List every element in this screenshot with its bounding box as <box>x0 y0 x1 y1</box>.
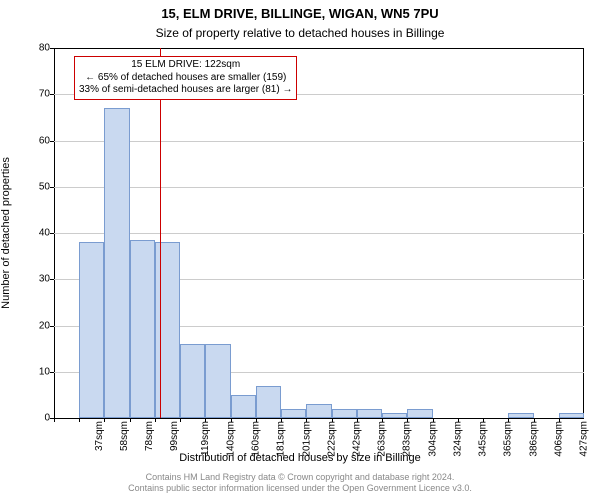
y-tick-mark <box>50 326 54 327</box>
histogram-bar <box>180 344 205 418</box>
y-tick-label: 70 <box>10 89 50 100</box>
x-tick-mark <box>130 418 131 422</box>
x-axis-label: Distribution of detached houses by size … <box>0 452 600 464</box>
annotation-line-1: 15 ELM DRIVE: 122sqm <box>79 59 292 72</box>
x-tick-mark <box>433 418 434 422</box>
histogram-bar <box>79 242 104 418</box>
histogram-bar <box>407 409 432 418</box>
gridline <box>54 187 584 188</box>
histogram-bar <box>281 409 306 418</box>
x-tick-label: 78sqm <box>144 421 155 451</box>
histogram-bar <box>332 409 357 418</box>
histogram-bar <box>559 413 584 418</box>
x-tick-label: 119sqm <box>199 421 210 456</box>
chart-subtitle: Size of property relative to detached ho… <box>0 26 600 40</box>
x-tick-mark <box>332 418 333 422</box>
x-tick-mark <box>306 418 307 422</box>
histogram-bar <box>155 242 180 418</box>
x-tick-mark <box>281 418 282 422</box>
histogram-bar <box>104 108 129 418</box>
histogram-bar <box>205 344 230 418</box>
x-tick-mark <box>231 418 232 422</box>
y-tick-label: 40 <box>10 228 50 239</box>
x-tick-label: 37sqm <box>94 421 105 451</box>
y-tick-mark <box>50 279 54 280</box>
footer-line-2: Contains public sector information licen… <box>0 483 600 494</box>
y-tick-label: 60 <box>10 135 50 146</box>
y-tick-mark <box>50 233 54 234</box>
x-tick-mark <box>104 418 105 422</box>
y-tick-mark <box>50 372 54 373</box>
y-tick-mark <box>50 187 54 188</box>
y-tick-mark <box>50 141 54 142</box>
gridline <box>54 141 584 142</box>
annotation-line-2: ← 65% of detached houses are smaller (15… <box>79 72 292 85</box>
x-tick-mark <box>155 418 156 422</box>
annotation-line-3: 33% of semi-detached houses are larger (… <box>79 84 292 97</box>
y-tick-label: 20 <box>10 320 50 331</box>
y-tick-label: 10 <box>10 366 50 377</box>
marker-line <box>160 48 161 418</box>
x-tick-mark <box>357 418 358 422</box>
x-tick-mark <box>534 418 535 422</box>
x-tick-mark <box>508 418 509 422</box>
gridline <box>54 233 584 234</box>
x-tick-mark <box>382 418 383 422</box>
property-size-chart: 15, ELM DRIVE, BILLINGE, WIGAN, WN5 7PU … <box>0 0 600 500</box>
x-tick-mark <box>256 418 257 422</box>
chart-title: 15, ELM DRIVE, BILLINGE, WIGAN, WN5 7PU <box>0 6 600 21</box>
x-tick-mark <box>483 418 484 422</box>
x-tick-mark <box>79 418 80 422</box>
histogram-bar <box>256 386 281 418</box>
histogram-bar <box>357 409 382 418</box>
x-tick-mark <box>458 418 459 422</box>
histogram-bar <box>508 413 533 418</box>
y-tick-label: 30 <box>10 274 50 285</box>
footer-line-1: Contains HM Land Registry data © Crown c… <box>0 472 600 483</box>
x-tick-mark <box>180 418 181 422</box>
y-tick-label: 50 <box>10 181 50 192</box>
histogram-bar <box>130 240 155 418</box>
y-tick-mark <box>50 94 54 95</box>
y-tick-label: 0 <box>10 413 50 424</box>
histogram-bar <box>306 404 331 418</box>
x-tick-mark <box>559 418 560 422</box>
x-tick-mark <box>407 418 408 422</box>
y-tick-label: 80 <box>10 43 50 54</box>
y-tick-mark <box>50 48 54 49</box>
x-tick-label: 58sqm <box>119 421 130 451</box>
x-tick-mark <box>205 418 206 422</box>
x-tick-mark <box>54 418 55 422</box>
annotation-box: 15 ELM DRIVE: 122sqm ← 65% of detached h… <box>74 56 297 100</box>
histogram-bar <box>231 395 256 418</box>
footer-credits: Contains HM Land Registry data © Crown c… <box>0 472 600 494</box>
histogram-bar <box>382 413 407 418</box>
x-axis <box>54 418 584 419</box>
x-tick-label: 99sqm <box>169 421 180 451</box>
